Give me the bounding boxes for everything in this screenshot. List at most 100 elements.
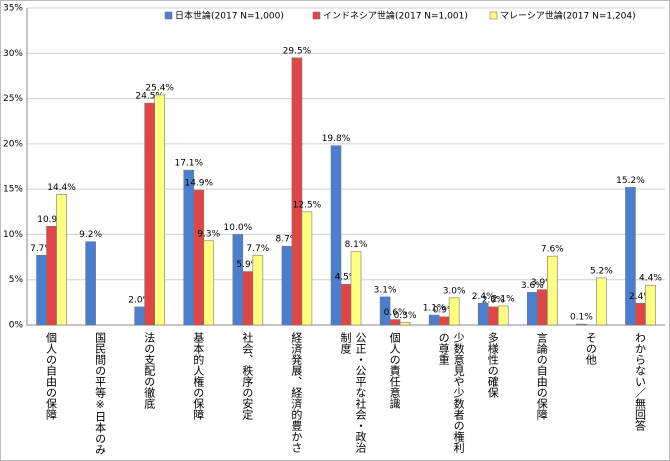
value-label: 8.1% [345, 240, 368, 250]
bar [134, 306, 145, 326]
bar [635, 302, 646, 326]
bar [576, 323, 587, 326]
bar [203, 240, 215, 326]
value-label: 17.1% [174, 159, 203, 169]
value-label: 2.1% [492, 294, 515, 304]
value-label: 29.5% [283, 46, 312, 56]
bar [232, 234, 244, 326]
x-tick-label: 少数意見や少数者の権利の尊重 [437, 332, 466, 453]
x-tick-label: 多様性の確保 [486, 332, 500, 398]
x-tick-label: 社会、秩序の安定 [240, 332, 254, 420]
value-label: 24.5% [135, 92, 164, 102]
bar [497, 305, 509, 326]
bar [242, 271, 254, 326]
legend-swatch [312, 11, 321, 20]
x-tick-label: 国民間の平等※日本のみ [93, 332, 107, 455]
bar [596, 277, 607, 326]
x-tick-label: 法の支配の徹底 [142, 332, 156, 409]
value-label: 9.2% [79, 230, 102, 240]
y-tick-label: 25% [3, 94, 23, 104]
x-tick-label: 個人の自由の保障 [44, 332, 58, 420]
value-label: 4.4% [639, 274, 662, 284]
value-label: 5.2% [590, 266, 613, 276]
bar [36, 254, 47, 326]
bar [340, 283, 352, 326]
value-label: 2.0% [128, 295, 151, 305]
bar [537, 289, 548, 326]
bar [301, 211, 313, 326]
value-label: 0.9% [433, 305, 456, 315]
x-tick-label: 個人の責任意識 [388, 332, 402, 409]
bar [330, 145, 342, 326]
value-label: 0.3% [394, 311, 417, 321]
legend-swatch [164, 11, 173, 20]
x-tick-label: 経済発展、経済的豊かさ [289, 332, 303, 453]
legend-label: 日本世論(2017 N=1,000) [175, 10, 284, 22]
value-label: 8.7% [275, 235, 298, 245]
value-label: 4.5% [335, 273, 358, 283]
bar [438, 316, 450, 326]
bar [547, 255, 558, 326]
value-label: 3.9% [531, 278, 554, 288]
value-label: 3.1% [374, 285, 397, 295]
value-label: 10.9% [37, 215, 66, 225]
x-tick-label: 基本的人権の保障 [191, 332, 205, 420]
bar [252, 254, 264, 326]
value-label: 3.6% [521, 281, 544, 291]
value-label: 19.8% [322, 134, 351, 144]
value-label: 9.3% [197, 229, 220, 239]
y-tick-label: 35% [3, 4, 23, 14]
value-label: 0.1% [570, 313, 593, 323]
legend-swatch [489, 11, 498, 20]
bar [183, 169, 195, 326]
x-tick-label: その他 [584, 332, 598, 365]
legend-label: マレーシア世論(2017 N=1,204) [500, 10, 636, 22]
bar [85, 241, 96, 326]
bar [487, 306, 499, 326]
value-label: 14.9% [184, 179, 213, 189]
value-label: 7.7% [246, 244, 269, 254]
value-label: 5.9% [236, 260, 259, 270]
value-label: 7.6% [541, 245, 564, 255]
bar [448, 297, 460, 326]
legend-label: インドネシア世論(2017 N=1,001) [323, 10, 468, 22]
bar [379, 296, 391, 326]
bar [144, 102, 155, 326]
y-tick-label: 30% [3, 49, 23, 59]
x-tick-label: 公正・公平な社会・政治制度 [339, 332, 367, 453]
x-tick-label: わからない／無回答 [633, 332, 647, 431]
value-label: 2.4% [472, 292, 495, 302]
bar [399, 321, 411, 326]
value-label: 10.0% [224, 223, 253, 233]
value-label: 3.0% [443, 286, 466, 296]
y-tick-label: 5% [9, 275, 24, 285]
value-label: 25.4% [145, 83, 174, 93]
bar [281, 245, 293, 326]
bar [56, 194, 67, 326]
bar [291, 57, 303, 326]
value-label: 14.4% [47, 183, 76, 193]
value-label: 7.7% [30, 244, 53, 254]
y-tick-label: 20% [3, 139, 23, 149]
y-tick-label: 0% [9, 321, 24, 331]
y-tick-label: 15% [3, 185, 23, 195]
bar [625, 187, 636, 326]
bar [350, 251, 362, 326]
value-label: 2.4% [629, 292, 652, 302]
bar [154, 94, 165, 326]
bar [477, 302, 489, 326]
value-label: 1.1% [423, 304, 446, 314]
bar [46, 225, 57, 326]
bar [527, 292, 538, 326]
value-label: 0.6% [384, 308, 407, 318]
value-label: 2.0% [482, 295, 505, 305]
value-label: 12.5% [293, 200, 322, 210]
x-tick-label: 言論の自由の保障 [535, 332, 549, 420]
bar [428, 314, 440, 326]
value-label: 15.2% [616, 176, 645, 186]
bar [645, 284, 656, 326]
bar [193, 189, 205, 326]
y-tick-label: 10% [3, 230, 23, 240]
